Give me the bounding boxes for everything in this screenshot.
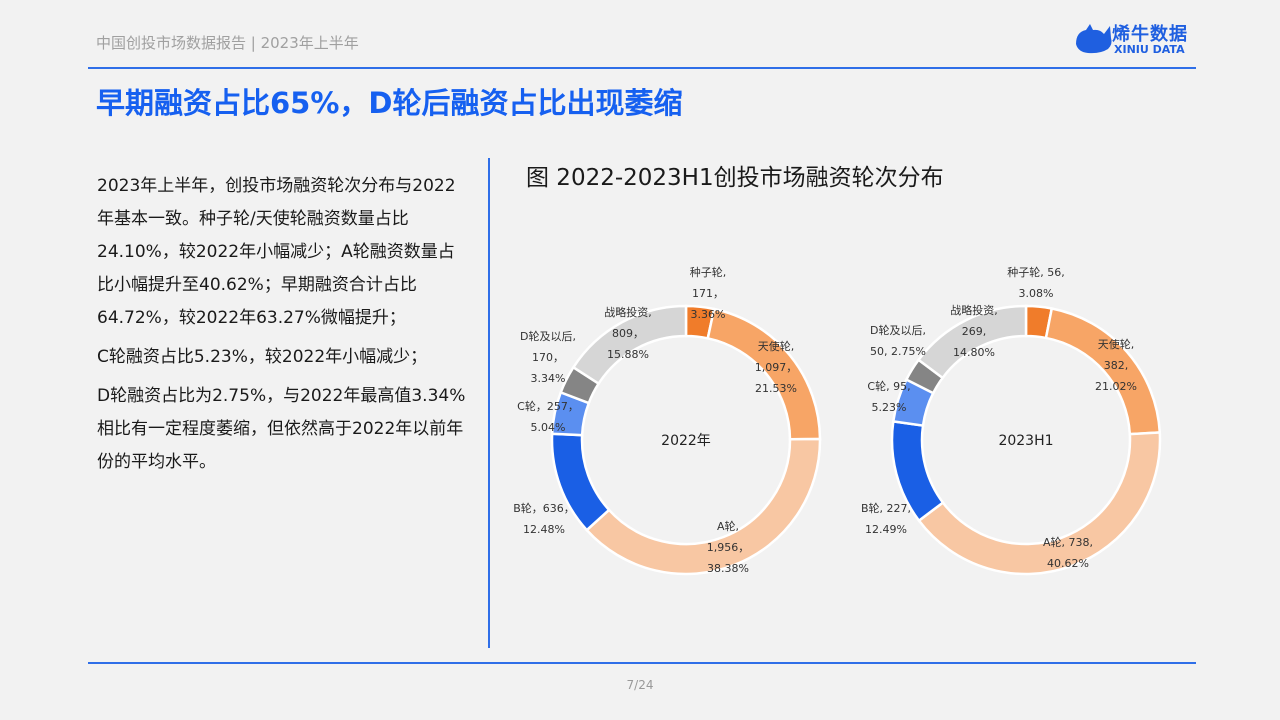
donut-1-data-label-5: C轮，257， 5.04%: [517, 399, 579, 434]
donut-2-data-label-2: 天使轮, 382, 21.02%: [1095, 337, 1137, 393]
donut-2-data-label-4: B轮, 227, 12.49%: [861, 501, 911, 536]
donut-1-data-label-1: 种子轮, 171， 3.36%: [690, 265, 727, 321]
donut-1-data-label-2: 天使轮, 1,097， 21.53%: [755, 339, 798, 395]
analysis-paragraph-3: D轮融资占比为2.75%，与2022年最高值3.34%相比有一定程度萎缩，但依然…: [97, 386, 466, 472]
donut-1-data-label-3: A轮, 1,956， 38.38%: [707, 519, 750, 575]
footer-rule: [88, 662, 1196, 664]
chart-title: 图 2022-2023H1创投市场融资轮次分布: [526, 165, 944, 191]
header-rule: [88, 67, 1196, 69]
donut-2-center-label: 2023H1: [998, 433, 1053, 449]
donut-charts: 2022年 种子轮, 171， 3.36% 天使轮, 1,097， 21.53% A轮, 1,9…: [513, 265, 1162, 576]
rhino-logo-icon: [1076, 24, 1112, 54]
donut-2-data-label-6: D轮及以后, 50, 2.75%: [870, 323, 926, 358]
donut-2-data-label-1: 种子轮, 56, 3.08%: [1007, 265, 1065, 300]
report-name: 中国创投市场数据报告 | 2023年上半年: [96, 34, 359, 52]
analysis-text: 2023年上半年，创投市场融资轮次分布与2022年基本一致。种子轮/天使轮融资数…: [97, 170, 469, 485]
donut-1-center-label: 2022年: [661, 433, 711, 449]
donut-1-data-label-4: B轮，636， 12.48%: [513, 501, 575, 536]
donut-1-slice-7: [571, 304, 688, 386]
logo-subtitle: XINIU DATA: [1114, 43, 1185, 56]
page-number: 7/24: [626, 678, 654, 692]
donut-2-slice-3: [917, 431, 1162, 576]
donut-1-slice-4: [550, 432, 611, 532]
donut-1-slice-2: [706, 307, 822, 441]
brand-logo[interactable]: 烯牛数据 XINIU DATA: [1074, 20, 1204, 60]
analysis-paragraph-2: C轮融资占比5.23%，较2022年小幅减少；: [97, 347, 428, 367]
donut-2-data-label-7: 战略投资, 269, 14.80%: [950, 303, 998, 359]
donut-2-slice-7: [916, 304, 1028, 380]
analysis-paragraph-1: 2023年上半年，创投市场融资轮次分布与2022年基本一致。种子轮/天使轮融资数…: [97, 176, 456, 328]
donut-2-data-label-3: A轮, 738, 40.62%: [1043, 535, 1093, 570]
logo-name: 烯牛数据: [1112, 24, 1188, 45]
donut-1-slice-3: [585, 437, 822, 576]
donut-2-data-label-5: C轮, 95, 5.23%: [867, 379, 910, 414]
column-divider: [488, 158, 490, 648]
donut-1-data-label-7: 战略投资, 809， 15.88%: [604, 305, 652, 361]
page-headline: 早期融资占比65%，D轮后融资占比出现萎缩: [96, 86, 683, 120]
donut-1-data-label-6: D轮及以后, 170， 3.34%: [520, 329, 576, 385]
